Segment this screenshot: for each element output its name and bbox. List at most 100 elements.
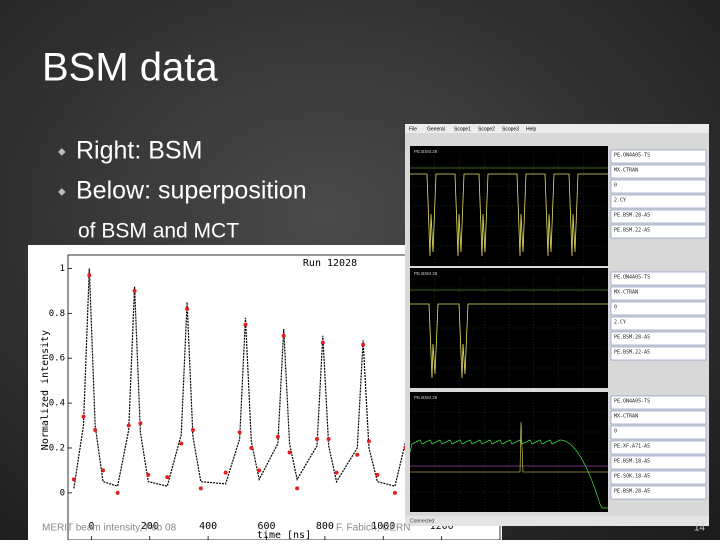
scope-trace <box>410 421 608 473</box>
scope-panel-name: PE.BSM.28 <box>414 395 438 400</box>
data-point <box>249 445 254 450</box>
x-tick-label: 800 <box>316 521 334 532</box>
scope-label: PE.ON4A05-TS <box>614 153 650 159</box>
data-point <box>101 468 106 473</box>
data-point <box>71 477 76 482</box>
y-axis-label: Normalized intensity <box>40 330 51 450</box>
data-point <box>87 273 92 278</box>
data-point <box>185 306 190 311</box>
scope-label-box <box>610 271 707 286</box>
data-point <box>326 437 331 442</box>
scope-label: MX-CTRAN <box>614 168 638 174</box>
x-tick-label: 200 <box>141 521 159 532</box>
scope-label-box <box>610 346 707 361</box>
scope-label: 2.CY <box>614 320 626 326</box>
data-point <box>287 450 292 455</box>
scope-label: PE.BSM.28-A5 <box>614 335 650 341</box>
data-point <box>165 475 170 480</box>
scope-screenshot: Connected File General Scope1 Scope2 Scope3 H… <box>405 124 709 526</box>
data-point <box>281 333 286 338</box>
data-point <box>190 428 195 433</box>
scope-label: 0 <box>614 305 617 311</box>
x-tick-label: 400 <box>199 521 217 532</box>
menu-item: File <box>409 126 417 132</box>
scope-label: 0 <box>614 429 617 435</box>
data-point <box>179 441 184 446</box>
scope-label: 2.CY <box>614 198 626 204</box>
data-point <box>146 472 151 477</box>
x-tick-label: 1200 <box>430 521 454 532</box>
footer-left: MERIT beam intensity, Feb 08 <box>42 523 177 534</box>
status-text: Connected <box>410 518 434 524</box>
data-point <box>81 414 86 419</box>
scope-label: MX-CTRAN <box>614 414 638 420</box>
scope-trace <box>410 173 608 257</box>
slide-title: BSM data <box>42 46 218 90</box>
scope-label-box <box>610 425 707 440</box>
data-point <box>237 430 242 435</box>
data-point <box>366 439 371 444</box>
bullet-marker: ◆ <box>58 147 66 158</box>
scope-label-box <box>610 331 707 346</box>
data-point <box>295 486 300 491</box>
scope-label: PE.SOK.18-A5 <box>614 474 650 480</box>
menu-item: Scope2 <box>478 126 495 132</box>
y-tick-label: 0.8 <box>49 309 65 319</box>
y-tick-label: 0 <box>60 488 65 498</box>
scope-label-box <box>610 440 707 455</box>
menu-bar <box>405 124 709 133</box>
data-point <box>361 342 366 347</box>
scope-label: PE.BSM.28-A5 <box>614 213 650 219</box>
data-point <box>355 452 360 457</box>
data-point <box>93 428 98 433</box>
scope-label-box <box>610 164 707 179</box>
data-point <box>115 490 120 495</box>
data-point <box>243 322 248 327</box>
x-tick-label: 0 <box>88 521 94 532</box>
scope-trace <box>409 439 608 509</box>
scope-label-box <box>610 485 707 500</box>
data-point <box>320 340 325 345</box>
scope-label-box <box>610 179 707 194</box>
bullet-marker: ◆ <box>58 187 66 198</box>
scope-panel-name: PE.BSM.28 <box>414 149 438 154</box>
data-point <box>198 486 203 491</box>
menu-item: General <box>427 126 445 132</box>
scope-label: PE.XF.A71-A5 <box>614 444 650 450</box>
y-tick-label: 1 <box>60 264 65 274</box>
menu-item: Scope3 <box>502 126 519 132</box>
data-point <box>257 468 262 473</box>
scope-label-box <box>610 395 707 410</box>
scope-label: PE.ON4A05-TS <box>614 399 650 405</box>
scope-panel-name: PE.BSM.28 <box>414 271 438 276</box>
bullet: Below: superposition <box>76 177 307 205</box>
x-tick-label: 1000 <box>371 521 395 532</box>
data-point <box>223 470 228 475</box>
data-point <box>392 490 397 495</box>
data-point <box>132 288 137 293</box>
x-axis-label: time [ns] <box>257 530 311 540</box>
y-tick-label: 0.6 <box>49 354 65 364</box>
data-point <box>314 437 319 442</box>
x-tick-label: 600 <box>257 521 275 532</box>
footer-center: F. Fabich, CERN <box>336 523 410 534</box>
scope-label: PE.BSM.28-A5 <box>614 489 650 495</box>
scope-label: MX-CTRAN <box>614 290 638 296</box>
scope-label-box <box>610 224 707 239</box>
scope-label: PE.ON4A05-TS <box>614 275 650 281</box>
scope-label: PE.BSM.22-A5 <box>614 350 650 356</box>
scope-trace <box>410 303 608 379</box>
data-point <box>275 434 280 439</box>
scope-label-box <box>610 194 707 209</box>
page-number: 14 <box>694 523 706 534</box>
chart-title: Run 12028 <box>303 258 357 269</box>
data-point <box>375 472 380 477</box>
menu-item: Help <box>526 126 537 132</box>
scope-label-box <box>610 316 707 331</box>
y-tick-label: 0.4 <box>49 399 65 409</box>
data-point <box>138 421 143 426</box>
scope-label-box <box>610 410 707 425</box>
scope-label-box <box>610 301 707 316</box>
scope-label-box <box>610 470 707 485</box>
